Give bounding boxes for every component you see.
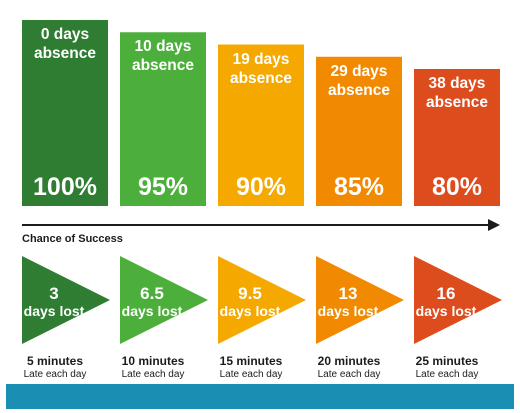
- bar-success-label: 95%: [137, 173, 189, 201]
- lateness-triangle-3: [218, 256, 306, 344]
- bar-absence-line: absence: [131, 57, 195, 75]
- bar-absence-label: 0 days absence: [22, 25, 108, 63]
- bar-absence-line: 19 days: [232, 50, 290, 68]
- bottom-band: [6, 384, 514, 409]
- bar-absence-line: 0 days: [40, 26, 90, 43]
- minutes-late-sub: Late each day: [415, 369, 479, 380]
- bar-absence-label: 19 days absence: [218, 50, 304, 88]
- days-lost-label: days lost: [415, 303, 477, 319]
- bar-success-label: 80%: [431, 173, 483, 201]
- days-lost-label: days lost: [317, 303, 379, 319]
- days-lost-number: 9.5: [238, 284, 262, 303]
- bar-absence-line: 29 days: [330, 62, 388, 80]
- bar-absence-label: 10 days absence: [120, 37, 206, 75]
- lateness-triangle-2: [120, 256, 208, 344]
- bar-success-label: 85%: [333, 173, 385, 201]
- minutes-late-sub: Late each day: [219, 369, 283, 380]
- days-lost-label: days lost: [23, 303, 85, 319]
- bar-absence-line: absence: [425, 94, 489, 111]
- bar-5: [414, 69, 500, 206]
- bar-absence-label: 29 days absence: [316, 62, 402, 100]
- bar-absence-line: absence: [327, 81, 391, 99]
- minutes-late-sub: Late each day: [23, 369, 87, 380]
- days-lost-number: 3: [49, 284, 59, 303]
- minutes-late-label: 15 minutes: [219, 354, 283, 368]
- bar-success-label: 100%: [33, 173, 97, 201]
- minutes-late-label: 10 minutes: [121, 354, 185, 368]
- bar-4: [316, 56, 402, 206]
- days-lost-number: 6.5: [140, 284, 164, 303]
- bar-3: [218, 44, 304, 206]
- minutes-late-sub: Late each day: [121, 369, 185, 380]
- lateness-triangle-5: [414, 256, 502, 344]
- bar-absence-line: 10 days: [134, 38, 192, 56]
- minutes-late-label: 5 minutes: [26, 354, 83, 368]
- days-lost-number: 16: [436, 284, 456, 303]
- bar-1: [22, 20, 108, 206]
- lateness-triangle-1: [22, 256, 110, 344]
- days-lost-label: days lost: [219, 303, 281, 319]
- lateness-triangle-4: [316, 256, 404, 344]
- axis-label: Chance of Success: [22, 233, 123, 245]
- minutes-late-label: 20 minutes: [317, 354, 381, 368]
- minutes-late-label: 25 minutes: [415, 354, 479, 368]
- success-arrow-head: [488, 219, 500, 231]
- bar-absence-line: 38 days: [428, 75, 486, 92]
- bar-absence-label: 38 days absence: [414, 74, 500, 112]
- bar-success-label: 90%: [235, 173, 287, 201]
- days-lost-label: days lost: [121, 303, 183, 319]
- bar-absence-line: absence: [33, 45, 97, 62]
- bar-absence-line: absence: [229, 69, 293, 87]
- minutes-late-sub: Late each day: [317, 369, 381, 380]
- days-lost-number: 13: [338, 284, 358, 303]
- bar-2: [120, 32, 206, 206]
